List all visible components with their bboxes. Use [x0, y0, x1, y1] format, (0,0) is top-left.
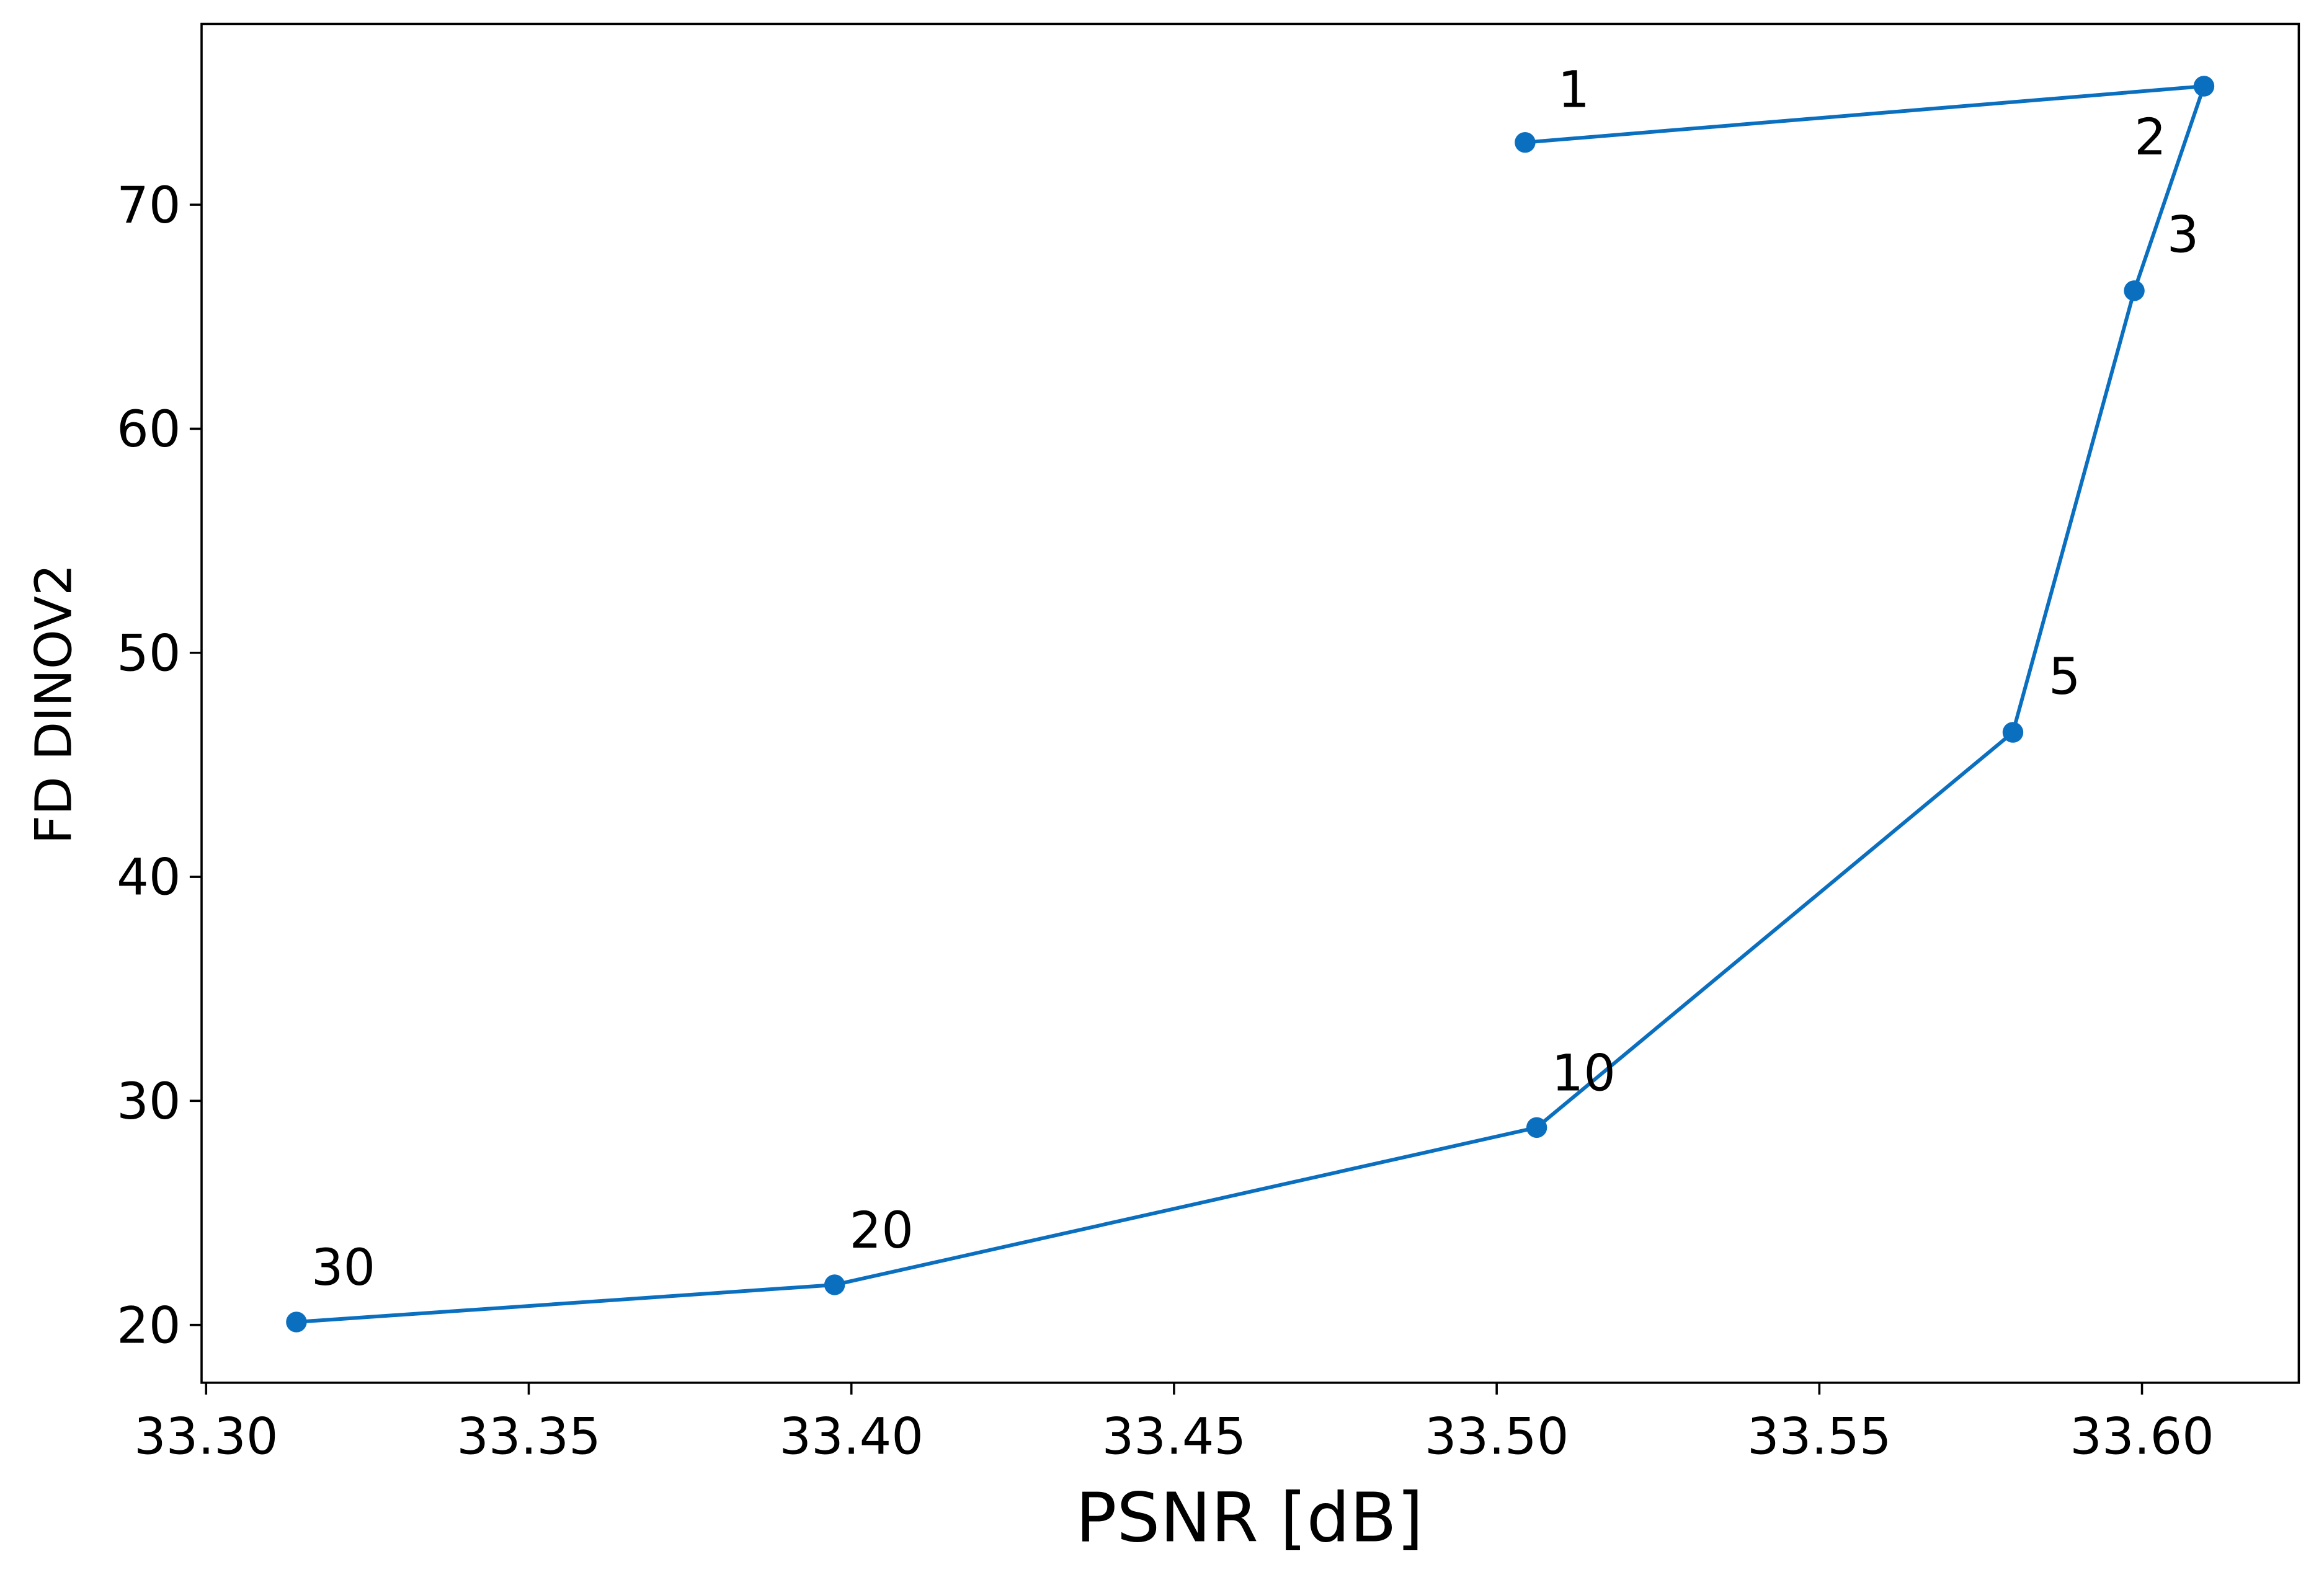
- point-label: 3: [2167, 206, 2199, 265]
- x-tick-label: 33.30: [134, 1408, 278, 1467]
- point: [2124, 280, 2145, 301]
- x-tick-label: 33.60: [2070, 1408, 2214, 1467]
- y-tick-label: 30: [117, 1073, 180, 1131]
- point-label: 10: [1552, 1045, 1616, 1103]
- x-tick-label: 33.50: [1425, 1408, 1569, 1467]
- point-label: 5: [2049, 648, 2081, 706]
- x-axis-label: PSNR [dB]: [1075, 1478, 1423, 1558]
- point-label: 1: [1557, 61, 1590, 119]
- point: [2193, 76, 2215, 97]
- point: [2002, 722, 2024, 743]
- x-tick-label: 33.35: [456, 1408, 601, 1467]
- point-label: 20: [850, 1202, 914, 1260]
- plot-frame: [200, 22, 2300, 1384]
- point: [1526, 1117, 1547, 1138]
- y-axis-label: FD DINOV2: [25, 564, 84, 844]
- y-tick-label: 70: [117, 177, 180, 235]
- y-tick-label: 60: [117, 401, 180, 459]
- line: [296, 84, 2207, 1324]
- point-label: 2: [2134, 109, 2166, 167]
- x-tick-label: 33.55: [1747, 1408, 1892, 1467]
- x-tick-label: 33.45: [1102, 1408, 1247, 1467]
- y-tick-label: 50: [117, 624, 180, 683]
- point: [824, 1274, 845, 1295]
- x-tick-label: 33.40: [779, 1408, 924, 1467]
- point: [1515, 131, 1536, 153]
- point-label: 30: [311, 1239, 375, 1297]
- point: [286, 1311, 307, 1333]
- y-tick-label: 20: [117, 1297, 180, 1355]
- y-tick-label: 40: [117, 849, 180, 907]
